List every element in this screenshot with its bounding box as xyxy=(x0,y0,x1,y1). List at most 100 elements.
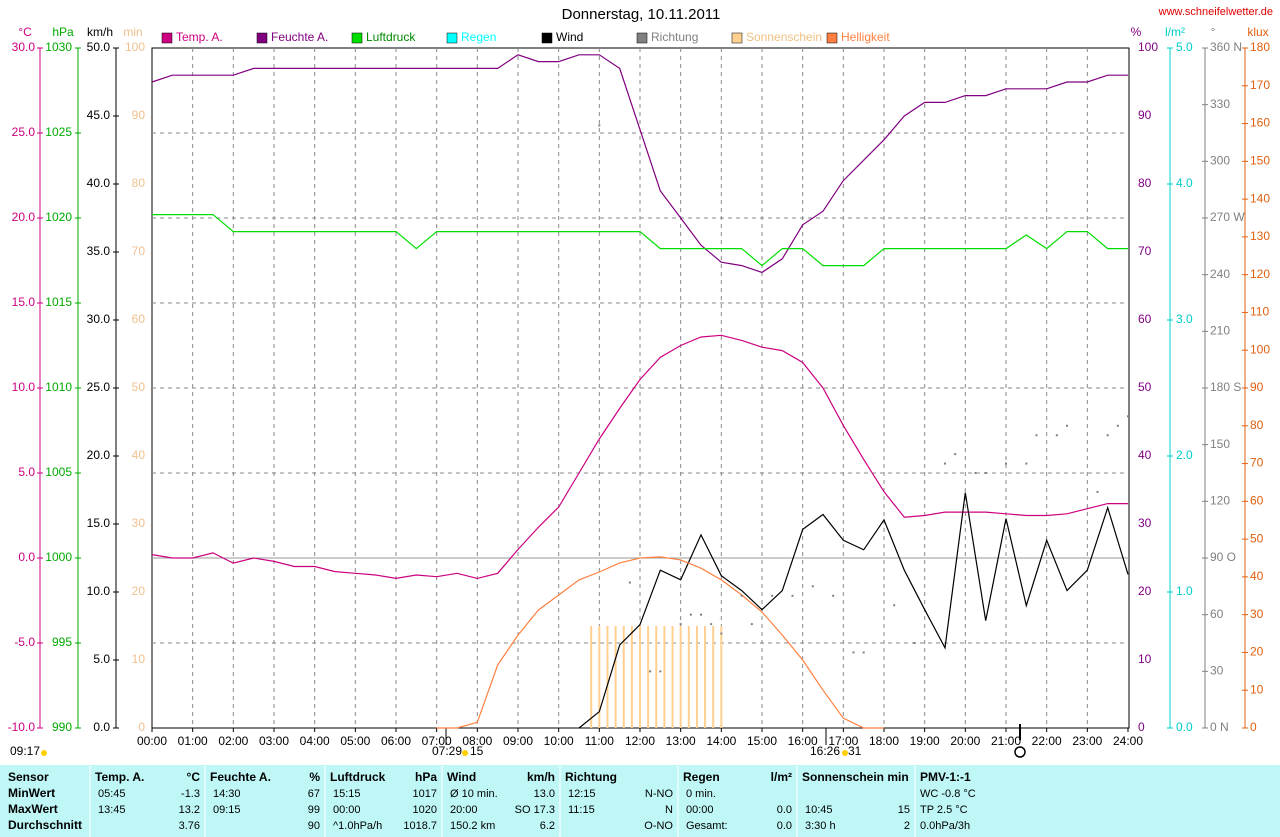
stats-col-unit: km/h xyxy=(527,770,555,784)
y-tick-label: 60 xyxy=(1210,607,1224,621)
sunshine-bar xyxy=(614,626,617,728)
y-tick-label: 180 xyxy=(1250,40,1270,54)
y-tick-label: 100 xyxy=(1250,342,1270,356)
y-tick-label: 50.0 xyxy=(87,40,111,54)
y-tick-label: 20 xyxy=(1250,645,1264,659)
y-tick-label: 10.0 xyxy=(87,584,111,598)
sunshine-bar xyxy=(590,626,593,728)
x-tick-label: 18:00 xyxy=(869,734,899,748)
x-tick-label: 06:00 xyxy=(381,734,411,748)
chart-title: Donnerstag, 10.11.2011 xyxy=(562,6,721,23)
stats-cell: 00:00 xyxy=(686,804,714,816)
stats-row-label: MinWert xyxy=(8,786,55,800)
direction-dot xyxy=(1096,490,1099,493)
direction-dot xyxy=(628,581,631,584)
stats-cell: 1017 xyxy=(413,788,437,800)
y-tick-label: 80 xyxy=(1138,176,1152,190)
sunshine-bar xyxy=(663,626,666,728)
axis-unit: °C xyxy=(18,25,32,39)
stats-cell: 2 xyxy=(904,820,910,832)
y-tick-label: 30.0 xyxy=(12,40,36,54)
stats-cell: 15:15 xyxy=(333,788,361,800)
y-tick-label: 150 xyxy=(1210,437,1230,451)
annotation: 07:29 xyxy=(432,744,462,758)
stats-col-unit: °C xyxy=(187,770,201,784)
direction-dot xyxy=(689,613,692,616)
direction-dot xyxy=(791,594,794,597)
stats-cell: 15 xyxy=(898,804,910,816)
direction-dot xyxy=(862,651,865,654)
stats-col-unit: hPa xyxy=(415,770,437,784)
legend-label: Temp. A. xyxy=(176,30,223,44)
sunshine-bar xyxy=(679,626,682,728)
y-tick-label: 70 xyxy=(132,244,146,258)
stats-row-label: Durchschnitt xyxy=(8,818,82,832)
y-tick-label: 0.0 xyxy=(18,550,35,564)
stats-cell: WC -0.8 °C xyxy=(920,788,976,800)
direction-dot xyxy=(984,472,987,474)
stats-cell: 6.2 xyxy=(540,820,555,832)
x-tick-label: 16:00 xyxy=(788,734,818,748)
axis-unit: km/h xyxy=(87,25,113,39)
stats-cell: N xyxy=(665,804,673,816)
legend-label: Regen xyxy=(461,30,496,44)
direction-dot xyxy=(1025,462,1028,465)
direction-dot xyxy=(659,670,662,673)
y-tick-label: 5.0 xyxy=(1176,40,1193,54)
y-tick-label: 5.0 xyxy=(18,465,35,479)
y-tick-label: 80 xyxy=(1250,418,1264,432)
y-tick-label: 130 xyxy=(1250,229,1270,243)
legend-swatch xyxy=(256,32,268,44)
sunshine-bar xyxy=(598,626,601,728)
stats-cell: 13:45 xyxy=(98,804,126,816)
y-tick-label: 10 xyxy=(1250,682,1264,696)
stats-col-name: PMV-1:-1 xyxy=(920,770,971,784)
sunshine-bar xyxy=(712,626,715,728)
y-tick-label: 160 xyxy=(1250,116,1270,130)
y-tick-label: 35.0 xyxy=(87,244,111,258)
legend-swatch xyxy=(446,32,458,44)
y-tick-label: 1015 xyxy=(45,295,72,309)
y-tick-label: 110 xyxy=(1250,305,1269,319)
y-tick-label: 50 xyxy=(1138,380,1152,394)
direction-dot xyxy=(852,651,855,654)
sun-icon xyxy=(842,750,848,756)
stats-row-label: MaxWert xyxy=(8,802,58,816)
direction-dot xyxy=(700,613,702,616)
y-tick-label: 100 xyxy=(1138,40,1158,54)
y-tick-label: 60 xyxy=(132,312,146,326)
axis-unit: l/m² xyxy=(1165,25,1185,39)
x-tick-label: 20:00 xyxy=(950,734,980,748)
direction-dot xyxy=(750,623,753,626)
annotation: 16:26 xyxy=(810,744,840,758)
legend-swatch xyxy=(541,32,553,44)
y-tick-label: 360 N xyxy=(1210,40,1242,54)
x-tick-label: 22:00 xyxy=(1032,734,1062,748)
sunshine-bar xyxy=(720,626,723,728)
y-tick-label: 210 xyxy=(1210,324,1230,338)
direction-dot xyxy=(1055,434,1058,437)
y-tick-label: 140 xyxy=(1250,191,1270,205)
x-tick-label: 02:00 xyxy=(218,734,248,748)
y-tick-label: 180 S xyxy=(1210,380,1241,394)
stats-cell: -1.3 xyxy=(181,788,200,800)
stats-cell: SO 17.3 xyxy=(515,804,555,816)
x-tick-label: 00:00 xyxy=(137,734,167,748)
stats-cell: Ø 10 min. xyxy=(450,788,498,800)
stats-col-name: Feuchte A. xyxy=(210,770,271,784)
direction-dot xyxy=(893,604,896,607)
stats-cell: 10:45 xyxy=(805,804,833,816)
legend-label: Feuchte A. xyxy=(271,30,328,44)
x-tick-label: 23:00 xyxy=(1072,734,1102,748)
stats-cell: 1018.7 xyxy=(403,820,437,832)
y-tick-label: 1010 xyxy=(45,380,72,394)
y-tick-label: 10.0 xyxy=(12,380,36,394)
stats-cell: ^1.0hPa/h xyxy=(333,820,382,832)
legend-label: Luftdruck xyxy=(366,30,416,44)
stats-cell: 0.0 xyxy=(777,804,792,816)
x-tick-label: 04:00 xyxy=(300,734,330,748)
direction-dot xyxy=(771,594,774,597)
direction-dot xyxy=(913,642,916,644)
stats-background xyxy=(0,765,1280,837)
sunshine-bar xyxy=(630,626,633,728)
